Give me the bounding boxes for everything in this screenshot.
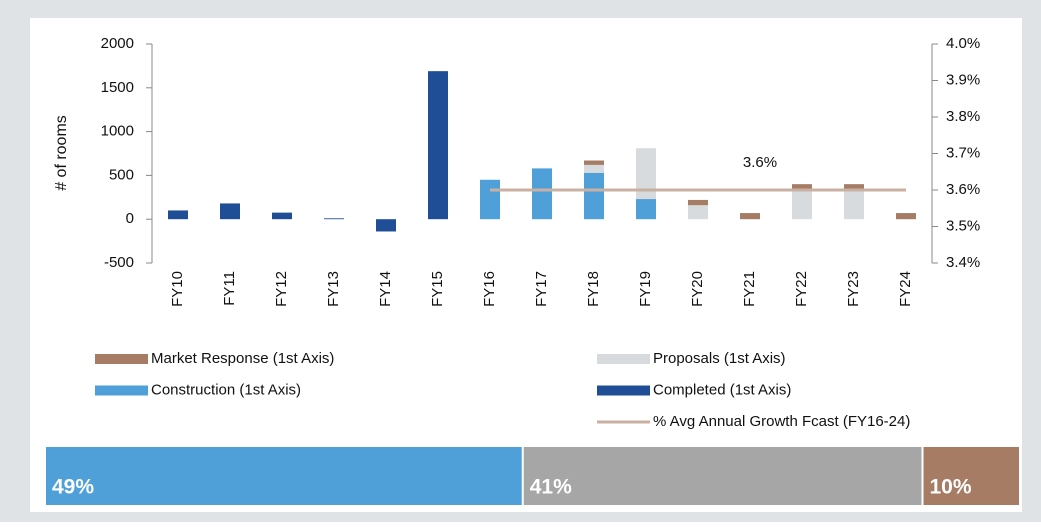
y2-tick-label: 3.9% (946, 71, 980, 88)
y2-tick-label: 3.7% (946, 144, 980, 161)
bar (792, 184, 812, 189)
legend-swatch (597, 385, 650, 396)
y2-tick-label: 4.0% (946, 35, 980, 52)
value-label: 49% (52, 476, 94, 499)
bar (272, 212, 292, 220)
legend-label: Completed (1st Axis) (653, 381, 791, 398)
y2-tick-label: 3.4% (946, 254, 980, 271)
legend-swatch (95, 385, 148, 396)
bar (844, 188, 864, 220)
x-tick-label: FY13 (325, 271, 342, 307)
x-tick-label: FY21 (741, 271, 758, 307)
x-tick-label: FY17 (533, 271, 550, 307)
bar (636, 148, 656, 200)
y-tick-label: 1000 (101, 123, 134, 140)
bar (376, 219, 396, 232)
bar (896, 213, 916, 220)
value-label: 41% (530, 476, 572, 499)
x-tick-label: FY16 (481, 271, 498, 307)
bar (532, 168, 552, 220)
x-tick-label: FY14 (377, 271, 394, 307)
y-tick-label: 2000 (101, 35, 134, 52)
bar-segment (923, 447, 1019, 505)
bar-segment (523, 447, 922, 505)
bar (428, 71, 448, 220)
y-tick-label: 0 (126, 210, 134, 227)
legend-label: % Avg Annual Growth Fcast (FY16-24) (653, 413, 910, 430)
x-tick-label: FY19 (637, 271, 654, 307)
bar (220, 203, 240, 220)
bar (584, 172, 604, 220)
x-tick-label: FY12 (273, 271, 290, 307)
x-tick-label: FY11 (221, 271, 238, 306)
x-tick-label: FY20 (689, 271, 706, 307)
y2-tick-label: 3.8% (946, 108, 980, 125)
legend-label: Construction (1st Axis) (151, 381, 301, 398)
legend-swatch (95, 354, 148, 364)
bar (168, 210, 188, 220)
legend-swatch (597, 354, 650, 364)
legend-label: Market Response (1st Axis) (151, 350, 334, 367)
y-tick-label: 1500 (101, 79, 134, 96)
bar (844, 184, 864, 189)
bar (636, 199, 656, 220)
bar (792, 188, 812, 220)
legend-label: Proposals (1st Axis) (653, 350, 786, 367)
bar (324, 218, 344, 220)
bar (740, 213, 760, 220)
bar (480, 179, 500, 220)
value-label: 10% (930, 476, 972, 499)
panel (30, 18, 1022, 436)
bar (688, 205, 708, 220)
y2-tick-label: 3.6% (946, 181, 980, 198)
x-tick-label: FY22 (793, 271, 810, 307)
y-axis-label: # of rooms (53, 115, 70, 191)
y-tick-label: 500 (109, 166, 134, 183)
y2-tick-label: 3.5% (946, 217, 980, 234)
bar-segment (46, 447, 522, 505)
x-tick-label: FY18 (585, 271, 602, 307)
bar (688, 199, 708, 206)
x-tick-label: FY23 (845, 271, 862, 307)
x-tick-label: FY24 (897, 271, 914, 307)
x-tick-label: FY10 (169, 271, 186, 307)
x-tick-label: FY15 (429, 271, 446, 307)
bar (584, 160, 604, 165)
bar (584, 164, 604, 173)
annotation: 3.6% (743, 154, 777, 171)
y-tick-label: -500 (104, 254, 134, 271)
